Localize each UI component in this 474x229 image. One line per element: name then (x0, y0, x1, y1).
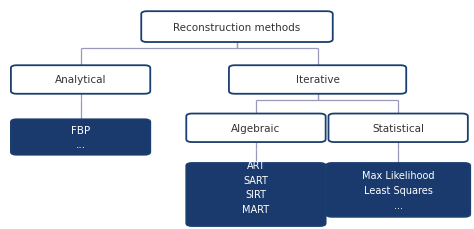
FancyBboxPatch shape (326, 163, 470, 217)
Text: FBP
...: FBP ... (71, 125, 90, 150)
FancyBboxPatch shape (11, 120, 150, 155)
Text: Statistical: Statistical (372, 123, 424, 133)
FancyBboxPatch shape (141, 12, 333, 43)
Text: Reconstruction methods: Reconstruction methods (173, 22, 301, 33)
FancyBboxPatch shape (186, 114, 326, 142)
Text: ART
SART
SIRT
MART
...: ART SART SIRT MART ... (242, 160, 270, 229)
FancyBboxPatch shape (11, 66, 150, 94)
Text: Max Likelihood
Least Squares
...: Max Likelihood Least Squares ... (362, 170, 434, 210)
FancyBboxPatch shape (186, 163, 326, 226)
FancyBboxPatch shape (229, 66, 406, 94)
Text: Analytical: Analytical (55, 75, 106, 85)
Text: Algebraic: Algebraic (231, 123, 281, 133)
Text: Iterative: Iterative (296, 75, 339, 85)
FancyBboxPatch shape (328, 114, 468, 142)
